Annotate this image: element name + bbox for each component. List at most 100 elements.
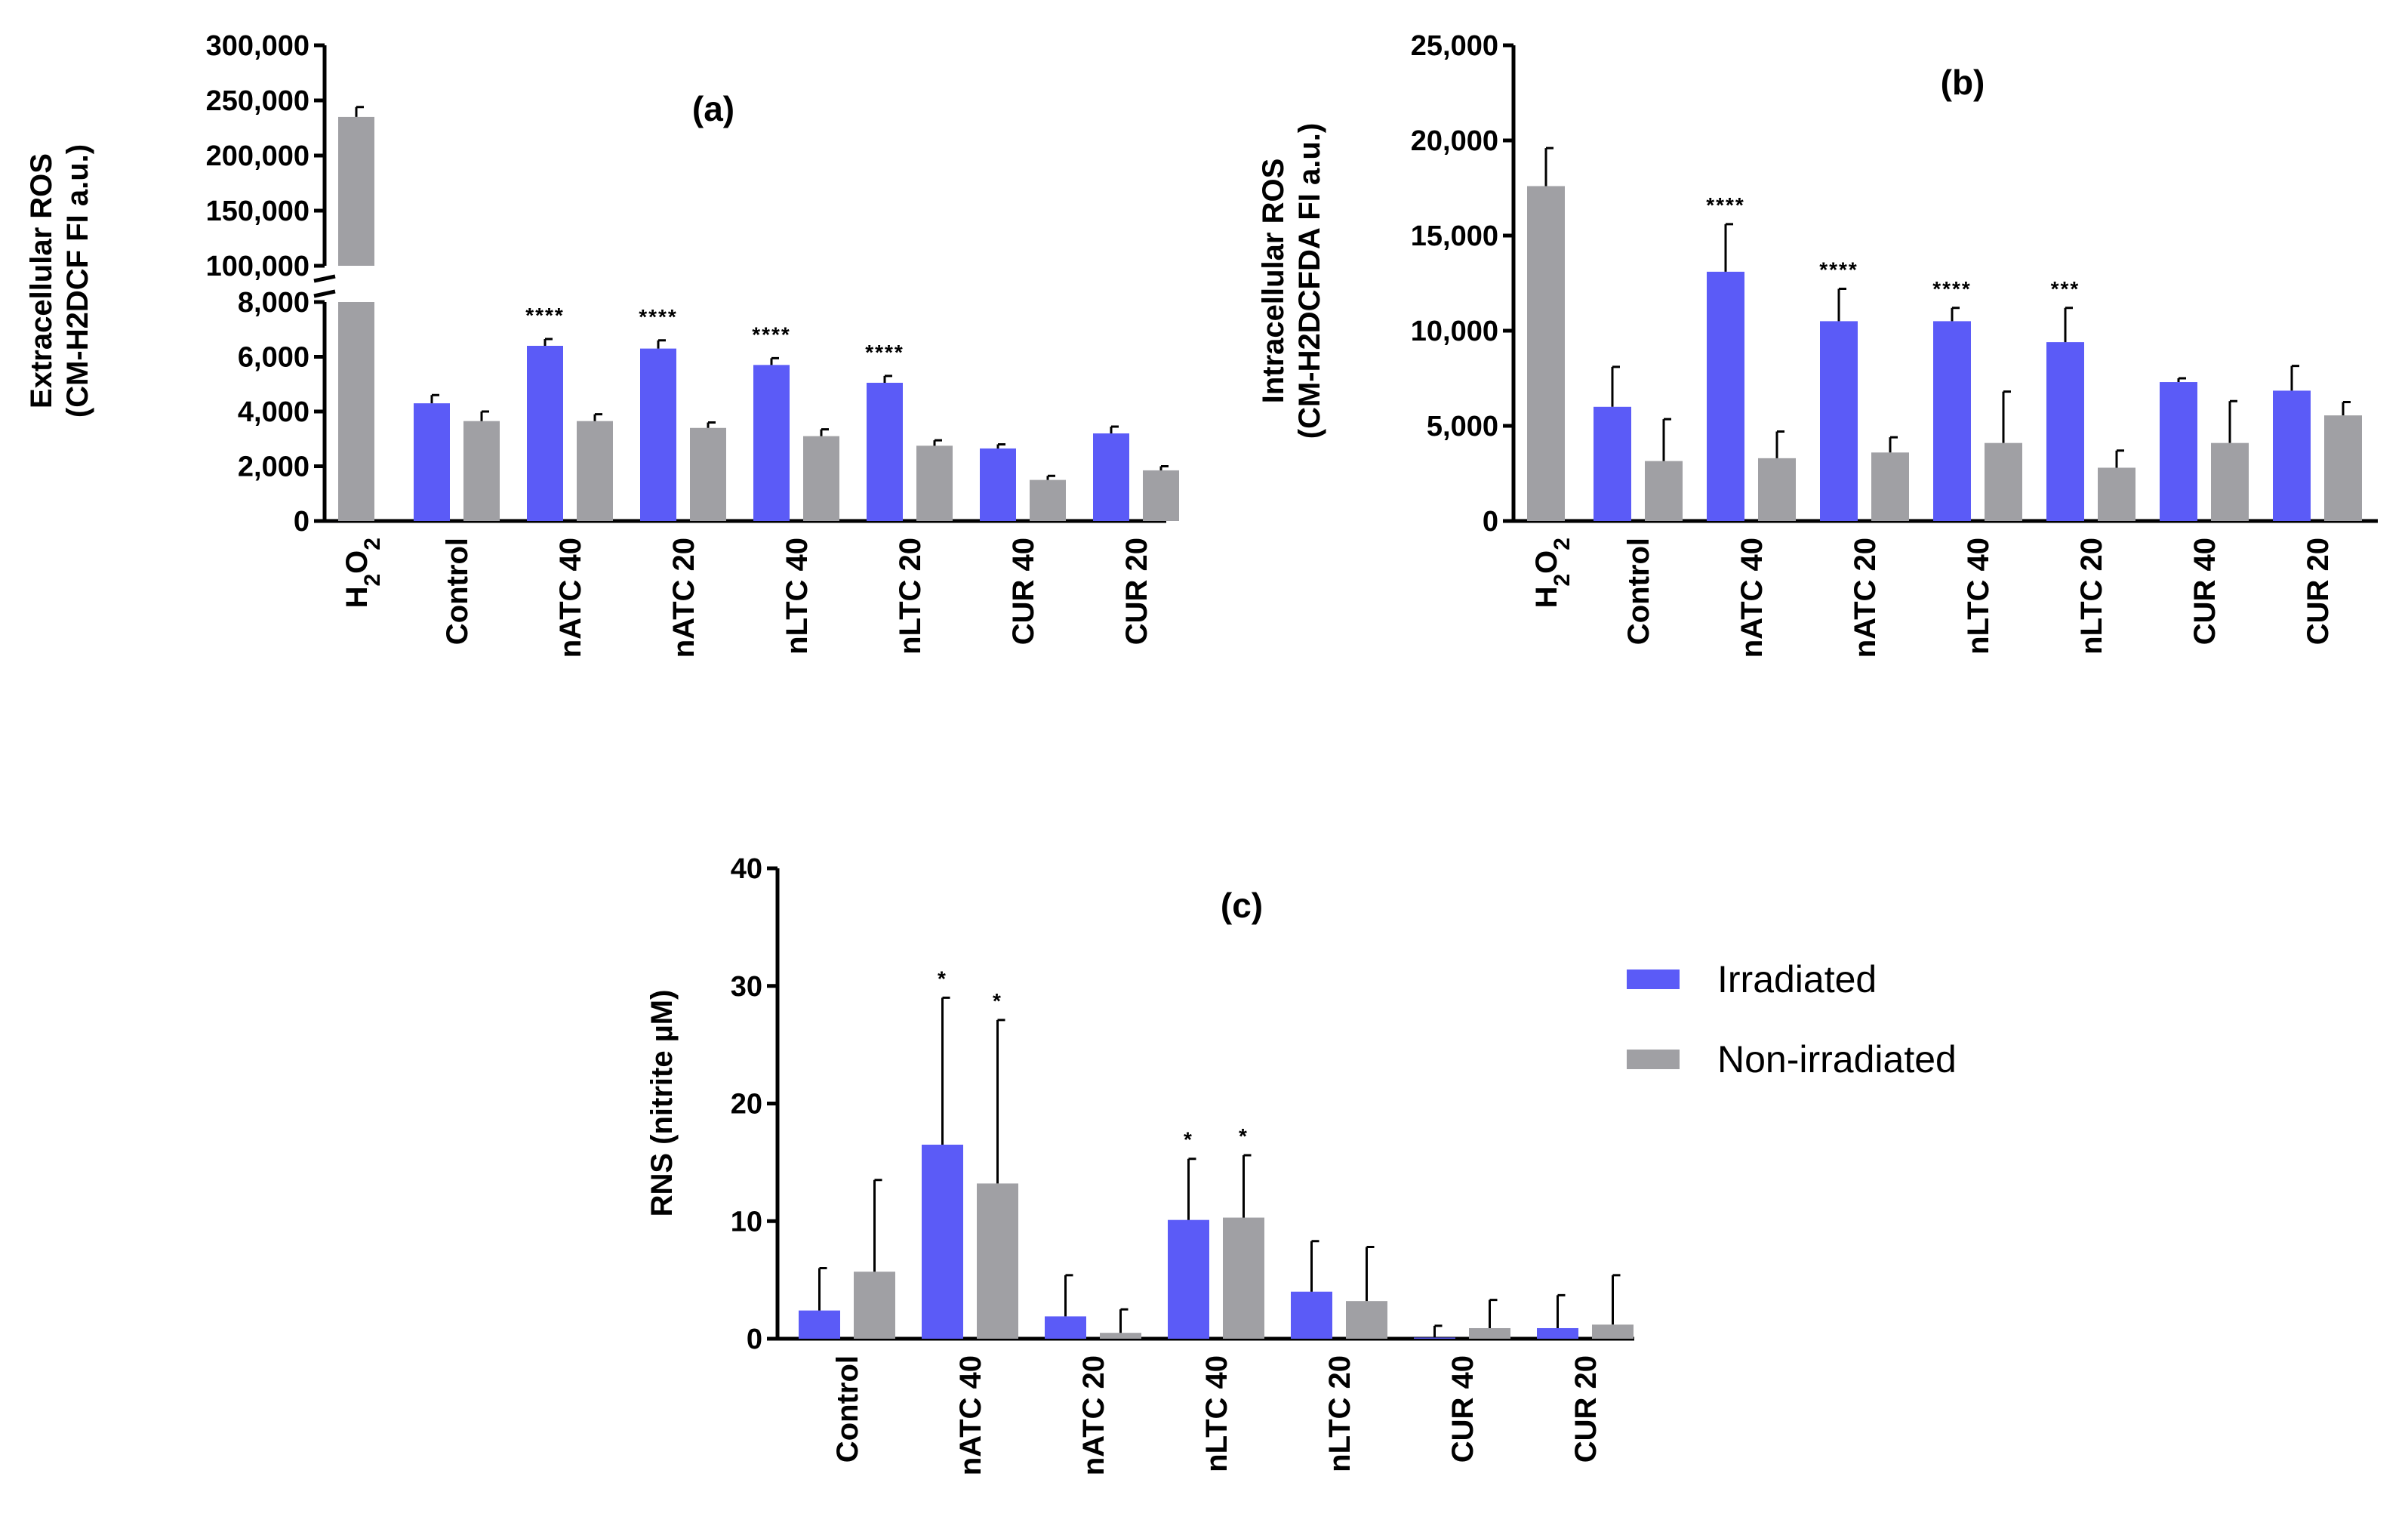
error-bar-irradiated-natc-20 [1064,1274,1073,1317]
bar-irradiated-control [414,403,450,521]
category-label-natc-20: nATC 20 [1849,538,1882,658]
category-label-nltc-40: nLTC 40 [781,538,814,655]
error-bar-h2o2 [1544,146,1553,187]
error-bar-non-irradiated-nltc-20 [1366,1246,1375,1302]
y-tick-label: 0 [1483,506,1498,538]
bar-non-irradiated-nltc-20 [2098,467,2135,521]
bar-h2o2-upper [338,116,374,266]
bar-h2o2 [1527,186,1565,522]
y-axis-title: RNS (nitrite µM) [645,990,679,1217]
legend-label-irradiated: Irradiated [1717,958,1877,1000]
category-label-natc-40: nATC 40 [554,538,587,658]
bar-irradiated-cur-20 [1537,1327,1578,1339]
bar-non-irradiated-natc-20 [1871,452,1909,521]
axis-break-mark [313,289,336,298]
y-tick-label: 8,000 [238,287,309,319]
bar-irradiated-natc-20 [1045,1316,1086,1339]
significance-marker: **** [752,322,791,346]
category-label-cur-40: CUR 40 [2188,538,2222,645]
error-bar-non-irradiated-control [480,410,489,421]
category-label-natc-20: nATC 20 [667,538,701,658]
panel-c-rns: 0 10 20 30 40 Control nATC 40 nATC 20 nLTC 40 nLT… [645,853,1634,1475]
error-bar-non-irradiated-cur-40 [2228,399,2237,443]
error-bar-irradiated-natc-40 [1724,223,1733,272]
panel-b-intracellular-ros: 0 5,000 10,000 15,000 20,000 25,000 H2O2 Contro… [1257,30,2378,658]
category-label-nltc-20: nLTC 20 [1323,1355,1356,1472]
bar-irradiated-natc-20 [640,348,676,521]
bar-irradiated-natc-40 [922,1145,963,1339]
error-bar-irradiated-natc-40 [543,338,553,346]
y-tick-label: 100,000 [206,251,309,282]
bar-irradiated-cur-20 [1093,433,1129,521]
panel-title: (a) [692,89,734,128]
error-bar-non-irradiated-nltc-40 [820,428,829,436]
category-label-natc-20: nATC 20 [1077,1355,1110,1475]
bar-non-irradiated-cur-20 [2324,415,2362,521]
error-bar-irradiated-control [818,1267,827,1311]
bar-non-irradiated-nltc-20 [916,445,953,521]
error-bar-irradiated-cur-20 [1110,425,1119,433]
bar-irradiated-nltc-20 [2046,342,2084,521]
bar-non-irradiated-natc-40 [1758,458,1796,521]
bar-non-irradiated-cur-40 [1469,1327,1510,1339]
error-bar-non-irradiated-natc-20 [707,421,716,428]
bar-non-irradiated-control [463,421,500,521]
y-axis-title-line2: (CM-H2DCFDA FI a.u.) [1293,123,1326,439]
bar-non-irradiated-nltc-40 [1223,1217,1264,1339]
bar-irradiated-nltc-20 [867,382,903,521]
panel-title: (c) [1221,886,1263,925]
significance-marker: * [993,989,1002,1013]
error-bar-irradiated-nltc-20 [883,375,892,383]
y-tick-label: 0 [747,1324,762,1355]
y-tick-label: 300,000 [206,30,309,62]
bar-non-irradiated-natc-40 [977,1183,1018,1339]
bar-irradiated-nltc-20 [1291,1291,1332,1339]
category-label-nltc-20: nLTC 20 [894,538,927,655]
bar-irradiated-control [799,1310,840,1339]
y-tick-label: 200,000 [206,140,309,172]
y-tick-label: 5,000 [1427,411,1498,442]
bar-non-irradiated-cur-20 [1592,1324,1634,1339]
error-bar-non-irradiated-nltc-20 [933,439,942,446]
bar-non-irradiated-cur-40 [2211,442,2249,521]
bar-non-irradiated-cur-40 [1030,479,1066,521]
error-bar-irradiated-cur-40 [2177,377,2186,383]
legend-swatch-irradiated [1627,969,1680,989]
y-tick-label: 250,000 [206,85,309,117]
axis-break-mark [313,274,336,283]
error-bar-irradiated-nltc-20 [2064,307,2073,343]
category-label-control: Control [831,1355,864,1463]
significance-marker: *** [2051,277,2080,301]
bar-non-irradiated-nltc-20 [1346,1301,1387,1339]
error-bar-irradiated-natc-20 [657,339,666,349]
error-bar-irradiated-cur-40 [996,443,1005,449]
y-tick-label: 10,000 [1411,316,1498,347]
y-axis-title-line2: (CM-H2DCF FI a.u.) [61,144,94,418]
significance-marker: * [938,966,947,990]
bar-irradiated-natc-40 [527,346,563,521]
error-bar-irradiated-natc-20 [1837,288,1846,322]
error-bar-non-irradiated-nltc-20 [2115,449,2124,468]
bar-non-irradiated-natc-40 [577,421,613,521]
bar-non-irradiated-control [1645,461,1683,521]
error-bar-irradiated-nltc-20 [1310,1240,1319,1292]
error-bar-irradiated-nltc-40 [770,356,779,365]
y-axis-title-line1: Extracellular ROS [25,153,58,408]
significance-marker: **** [525,304,565,327]
significance-marker: **** [1706,193,1745,217]
bar-non-irradiated-nltc-40 [803,436,839,521]
error-bar-non-irradiated-cur-20 [2342,401,2351,416]
bar-irradiated-natc-40 [1707,271,1744,521]
significance-marker: **** [1932,277,1972,301]
category-label-natc-40: nATC 40 [1735,538,1769,658]
bar-irradiated-natc-20 [1820,321,1858,521]
error-bar-non-irradiated-natc-20 [1119,1308,1129,1333]
error-bar-non-irradiated-control [1662,418,1671,461]
bar-non-irradiated-nltc-40 [1985,442,2022,521]
y-tick-label: 6,000 [238,342,309,374]
legend: Irradiated Non-irradiated [1627,958,1957,1080]
significance-marker: * [1239,1124,1249,1148]
category-label-control: Control [1622,538,1655,645]
error-bar-non-irradiated-control [873,1179,882,1272]
